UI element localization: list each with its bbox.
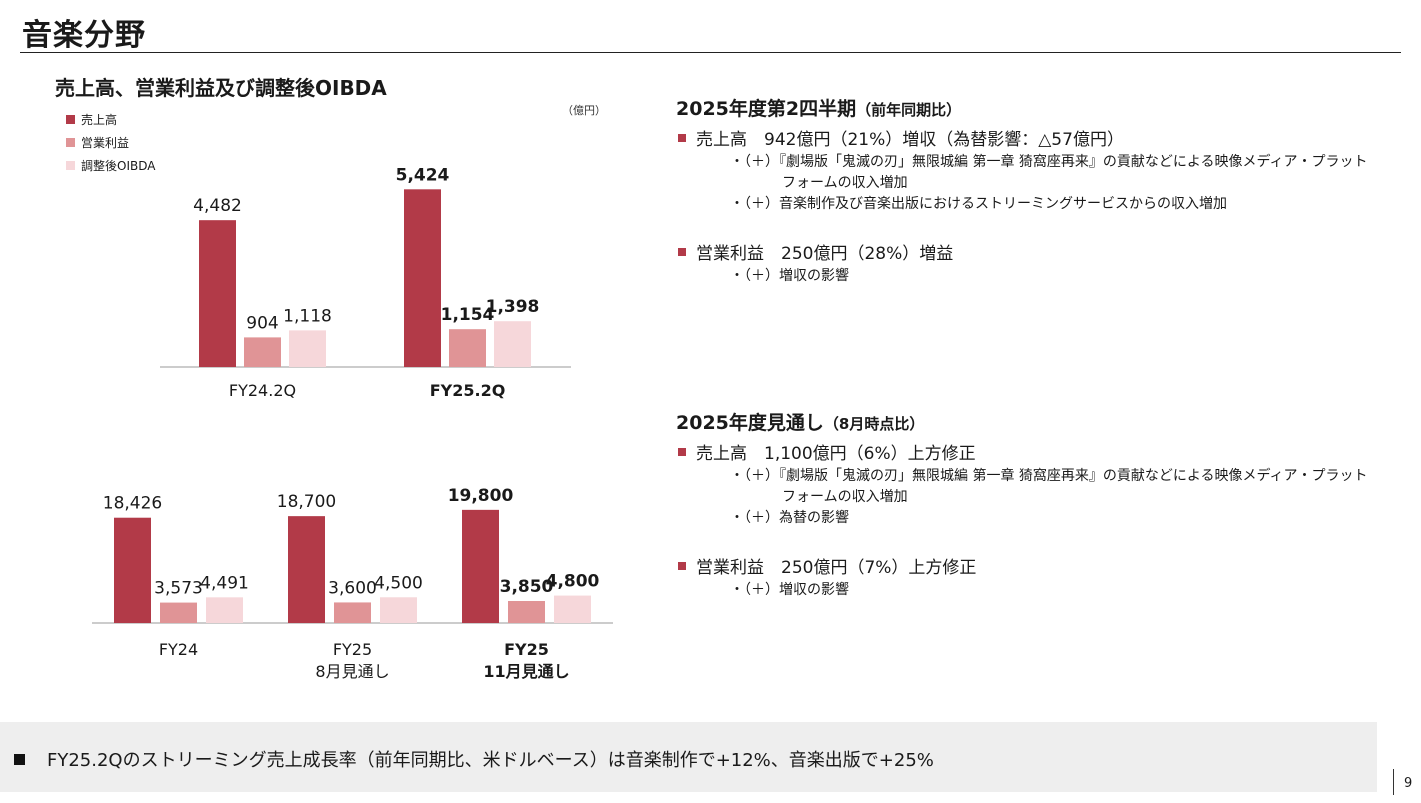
chart-title: 売上高、営業利益及び調整後OIBDA — [55, 76, 387, 100]
bar-operating-income — [160, 602, 197, 623]
data-label-adjusted-oibda: 1,118 — [283, 306, 332, 326]
outlook-heading-sub: （8月時点比） — [823, 415, 925, 433]
data-label-operating-income: 1,154 — [441, 305, 495, 325]
detail-line: ・（＋）『劇場版「鬼滅の刃」無限城編 第一章 猗窩座再来』の貢献などによる映像メ… — [730, 468, 1368, 484]
data-label-adjusted-oibda: 4,491 — [200, 573, 249, 593]
category-label: FY25 8月見通し — [283, 639, 423, 683]
bullet-square-icon — [678, 561, 686, 570]
bullet-square-icon — [678, 247, 686, 256]
category-label: FY24 — [109, 639, 249, 661]
bar-sales — [404, 189, 441, 367]
page-number-divider — [1393, 769, 1394, 795]
legend-swatch-sales — [66, 115, 75, 124]
data-label-operating-income: 904 — [246, 313, 278, 333]
outlook-sales-detail-2: ・（＋）為替の影響 — [730, 508, 1406, 529]
chart-legend: 売上高 営業利益 調整後OIBDA — [66, 108, 155, 177]
q2-sales-detail-2: ・（＋）音楽制作及び音楽出版におけるストリーミングサービスからの収入増加 — [730, 194, 1406, 215]
legend-label: 営業利益 — [81, 136, 130, 150]
detail-line: ・（＋）音楽制作及び音楽出版におけるストリーミングサービスからの収入増加 — [730, 196, 1227, 212]
q2-heading-text: 2025年度第2四半期 — [676, 98, 857, 120]
legend-item-sales: 売上高 — [66, 108, 155, 131]
legend-swatch-operating-income — [66, 138, 75, 147]
outlook-sales-text: 売上高 1,100億円（6%）上方修正 — [696, 444, 976, 464]
bar-operating-income — [508, 601, 545, 623]
q2-sales-text: 売上高 942億円（21%）増収（為替影響：△57億円） — [696, 130, 1124, 150]
q2-heading-sub: （前年同期比） — [856, 101, 962, 119]
data-label-sales: 5,424 — [396, 165, 450, 185]
data-label-sales: 4,482 — [193, 196, 242, 216]
chart-unit: （億円） — [562, 104, 606, 117]
data-label-adjusted-oibda: 1,398 — [486, 297, 540, 317]
legend-label: 調整後OIBDA — [81, 159, 156, 173]
category-label-line: FY24 — [158, 640, 199, 659]
q2-op-detail-1: ・（＋）増収の影響 — [730, 266, 1406, 287]
legend-swatch-adjusted-oibda — [66, 161, 75, 170]
footer-note: FY25.2Qのストリーミング売上成長率（前年同期比、米ドルベース）は音楽制作で… — [14, 746, 934, 772]
footer-banner: FY25.2Qのストリーミング売上成長率（前年同期比、米ドルベース）は音楽制作で… — [0, 722, 1377, 792]
detail-line: ・（＋）為替の影響 — [730, 510, 849, 526]
q2-section: 2025年度第2四半期（前年同期比） 売上高 942億円（21%）増収（為替影響… — [676, 94, 1406, 287]
bullet-square-icon — [678, 447, 686, 456]
bar-adjusted-oibda — [494, 321, 531, 367]
bar-operating-income — [334, 602, 371, 623]
bar-sales — [114, 517, 151, 623]
detail-line-continued: フォームの収入増加 — [782, 489, 908, 505]
legend-item-operating-income: 営業利益 — [66, 131, 155, 154]
q2-op-text: 営業利益 250億円（28%）増益 — [696, 244, 954, 264]
data-label-sales: 18,700 — [277, 492, 336, 512]
bar-operating-income — [244, 337, 281, 367]
outlook-op-text: 営業利益 250億円（7%）上方修正 — [696, 558, 977, 578]
page-title: 音楽分野 — [22, 18, 146, 53]
data-label-sales: 18,426 — [103, 494, 162, 514]
outlook-op-detail-1: ・（＋）増収の影響 — [730, 580, 1406, 601]
category-label-line: 8月見通し — [315, 662, 390, 681]
category-label-line: 11月見通し — [483, 662, 570, 681]
bar-adjusted-oibda — [206, 597, 243, 623]
category-label: FY25.2Q — [398, 380, 538, 402]
detail-line-continued: フォームの収入増加 — [782, 175, 908, 191]
data-label-adjusted-oibda: 4,500 — [374, 573, 423, 593]
data-label-adjusted-oibda: 4,800 — [546, 572, 600, 592]
data-label-operating-income: 3,600 — [328, 578, 377, 598]
outlook-sales-detail-1: ・（＋）『劇場版「鬼滅の刃」無限城編 第一章 猗窩座再来』の貢献などによる映像メ… — [730, 466, 1406, 508]
data-label-sales: 19,800 — [448, 486, 514, 506]
bar-adjusted-oibda — [380, 597, 417, 623]
q2-sales-bullet: 売上高 942億円（21%）増収（為替影響：△57億円） — [676, 125, 1406, 150]
bar-adjusted-oibda — [289, 330, 326, 367]
data-label-operating-income: 3,573 — [154, 579, 203, 599]
detail-line: ・（＋）増収の影響 — [730, 582, 849, 598]
detail-line: ・（＋）『劇場版「鬼滅の刃」無限城編 第一章 猗窩座再来』の貢献などによる映像メ… — [730, 154, 1368, 170]
category-label-line: FY25.2Q — [429, 381, 506, 400]
category-label-line: FY25 — [504, 640, 549, 659]
outlook-heading: 2025年度見通し（8月時点比） — [676, 408, 1406, 435]
outlook-sales-bullet: 売上高 1,100億円（6%）上方修正 — [676, 439, 1406, 464]
footer-bullet-icon — [14, 754, 25, 765]
outlook-op-bullet: 営業利益 250億円（7%）上方修正 — [676, 553, 1406, 578]
category-label: FY25 11月見通し — [457, 639, 597, 683]
q2-sales-detail-1: ・（＋）『劇場版「鬼滅の刃」無限城編 第一章 猗窩座再来』の貢献などによる映像メ… — [730, 152, 1406, 194]
legend-item-adjusted-oibda: 調整後OIBDA — [66, 154, 155, 177]
bar-adjusted-oibda — [554, 595, 591, 623]
bar-operating-income — [449, 329, 486, 367]
data-label-operating-income: 3,850 — [500, 577, 554, 597]
footer-text: FY25.2Qのストリーミング売上成長率（前年同期比、米ドルベース）は音楽制作で… — [47, 750, 934, 771]
outlook-section: 2025年度見通し（8月時点比） 売上高 1,100億円（6%）上方修正 ・（＋… — [676, 408, 1406, 601]
category-label-line: FY24.2Q — [228, 381, 297, 400]
bar-sales — [288, 516, 325, 623]
q2-op-bullet: 営業利益 250億円（28%）増益 — [676, 239, 1406, 264]
page-number: 9 — [1404, 776, 1413, 791]
bullet-square-icon — [678, 133, 686, 142]
outlook-heading-text: 2025年度見通し — [676, 412, 824, 434]
bar-sales — [462, 509, 499, 623]
category-label-line: FY25 — [332, 640, 373, 659]
bar-sales — [199, 220, 236, 367]
q2-heading: 2025年度第2四半期（前年同期比） — [676, 94, 1406, 121]
category-label: FY24.2Q — [193, 380, 333, 402]
title-divider — [20, 52, 1401, 53]
detail-line: ・（＋）増収の影響 — [730, 268, 849, 284]
legend-label: 売上高 — [81, 113, 118, 127]
